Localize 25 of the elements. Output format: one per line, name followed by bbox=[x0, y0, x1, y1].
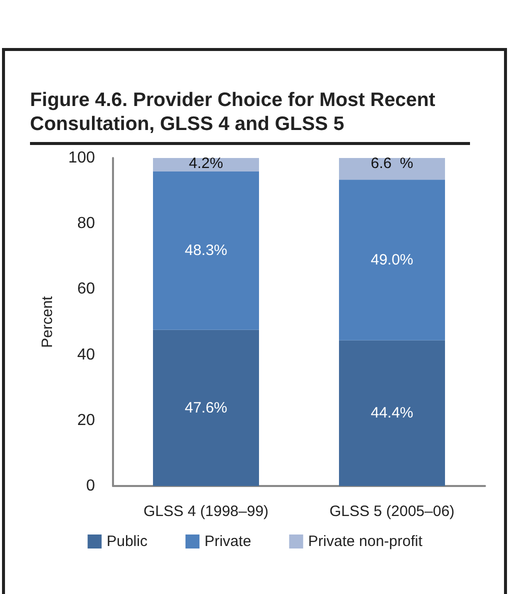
bar bbox=[338, 158, 446, 180]
bar bbox=[338, 180, 446, 340]
legend-label: Private bbox=[204, 533, 252, 550]
data-label: 49.0% bbox=[370, 252, 414, 269]
bar bbox=[152, 171, 260, 330]
data-label: 47.6% bbox=[184, 399, 228, 416]
bar bbox=[152, 330, 260, 486]
x-tick-label: GLSS 4 (1998–99) bbox=[143, 503, 269, 520]
bar bbox=[152, 158, 260, 172]
data-label: 44.4% bbox=[370, 404, 414, 422]
legend-label: Private non-profit bbox=[308, 533, 424, 550]
data-label: 6.6 % bbox=[370, 155, 414, 172]
data-label: 4.2% bbox=[188, 155, 224, 172]
y-tick-label: 100 bbox=[68, 150, 96, 166]
y-axis-title: Percent bbox=[39, 295, 56, 348]
data-label: 48.3% bbox=[184, 242, 228, 260]
legend-label: Public bbox=[106, 533, 148, 550]
y-tick-label: 0 bbox=[86, 478, 96, 494]
y-tick-label: 20 bbox=[77, 412, 96, 429]
y-tick-label: 80 bbox=[77, 215, 96, 232]
chart-title: Figure 4.6. Provider Choice for Most Recent Consultation, GLSS 4 and GLSS 5 bbox=[30, 88, 470, 145]
y-tick-label: 40 bbox=[77, 346, 96, 364]
x-tick-label: GLSS 5 (2005–06) bbox=[329, 503, 455, 520]
y-tick-label: 60 bbox=[77, 280, 96, 298]
bar bbox=[338, 340, 446, 486]
